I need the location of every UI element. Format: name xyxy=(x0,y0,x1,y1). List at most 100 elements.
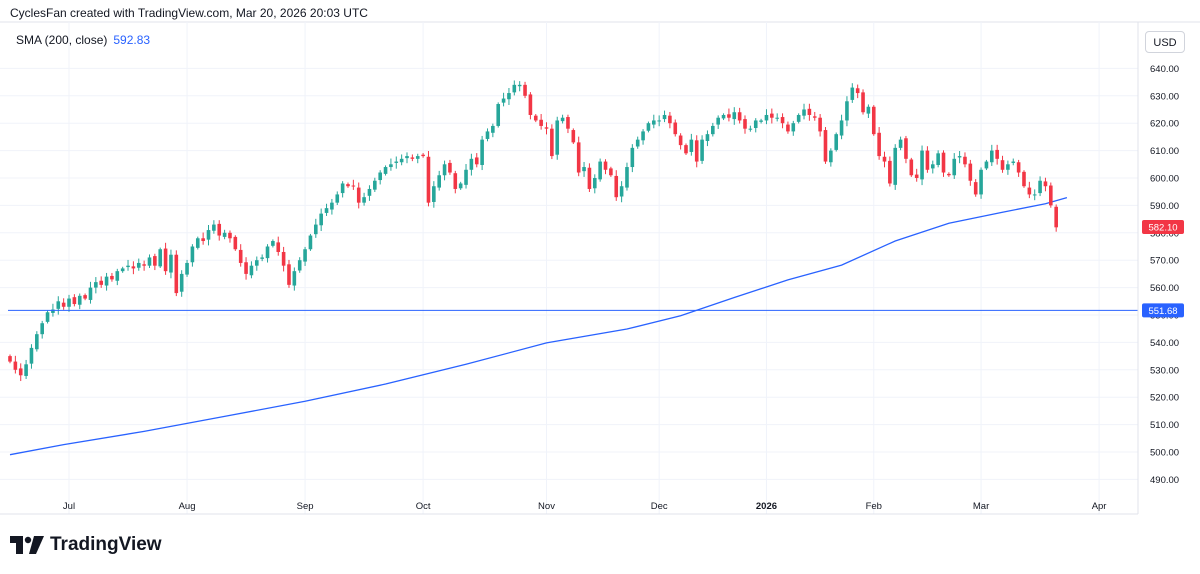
candle-body xyxy=(346,184,350,186)
candle xyxy=(684,143,688,155)
candle-body xyxy=(14,362,18,370)
candle-body xyxy=(888,161,892,184)
candle-body xyxy=(443,164,447,175)
candle xyxy=(636,137,640,149)
candle-body xyxy=(73,297,77,304)
candle-body xyxy=(663,115,667,119)
candle xyxy=(834,133,838,152)
candle xyxy=(652,115,656,129)
price-tick-label: 640.00 xyxy=(1150,64,1179,75)
candle xyxy=(362,193,366,206)
candle xyxy=(448,160,452,175)
candle xyxy=(298,257,302,273)
candle-body xyxy=(867,107,871,114)
candle-body xyxy=(775,118,779,119)
candle-body xyxy=(727,114,731,117)
candle xyxy=(486,128,490,141)
candle xyxy=(282,247,286,272)
candle xyxy=(631,144,635,172)
candle xyxy=(330,199,334,215)
candle xyxy=(228,230,232,242)
candle xyxy=(942,150,946,177)
candle-body xyxy=(491,126,495,133)
chart-grid xyxy=(0,22,1200,514)
candle-body xyxy=(384,167,388,174)
candle-body xyxy=(722,115,726,118)
candle-body xyxy=(175,255,179,293)
candle-body xyxy=(620,186,624,196)
candle-body xyxy=(641,131,645,140)
candle xyxy=(657,115,661,126)
candle xyxy=(754,118,758,132)
candle-body xyxy=(969,164,973,181)
candle xyxy=(936,150,940,167)
candle xyxy=(470,154,474,176)
tradingview-footer[interactable]: TradingView xyxy=(10,534,162,556)
candle xyxy=(373,178,377,192)
candle xyxy=(491,124,495,138)
candle-body xyxy=(625,167,629,188)
candle xyxy=(437,171,441,191)
candle xyxy=(1049,183,1053,208)
candle-body xyxy=(700,140,704,161)
candle xyxy=(1022,170,1026,188)
candle xyxy=(818,114,822,136)
candle-body xyxy=(1044,181,1048,186)
candle-body xyxy=(861,92,865,112)
candle xyxy=(604,159,608,174)
candle-body xyxy=(840,120,844,135)
candle xyxy=(700,135,704,164)
candle xyxy=(287,260,291,288)
candle xyxy=(969,160,973,186)
candle-body xyxy=(529,94,533,115)
candle xyxy=(974,179,978,197)
candle-body xyxy=(690,140,694,152)
candle-body xyxy=(652,120,656,124)
candle-body xyxy=(250,266,254,276)
candle-body xyxy=(99,281,103,285)
candle-body xyxy=(105,277,109,286)
candle xyxy=(513,80,517,95)
price-tick-label: 570.00 xyxy=(1150,256,1179,267)
candle xyxy=(582,162,586,177)
candle-body xyxy=(706,134,710,141)
time-tick-label: Dec xyxy=(651,501,668,512)
candle xyxy=(609,167,613,177)
candle-body xyxy=(142,264,146,265)
time-tick-label: Sep xyxy=(297,501,314,512)
candle-body xyxy=(824,130,828,162)
candle-body xyxy=(453,173,457,189)
candle-body xyxy=(931,164,935,168)
candle-body xyxy=(378,173,382,181)
candle xyxy=(185,260,189,277)
candle-body xyxy=(185,263,189,275)
candle-body xyxy=(808,109,812,115)
candle xyxy=(250,261,254,278)
candle-body xyxy=(749,129,753,130)
candle-body xyxy=(668,116,672,124)
candle xyxy=(673,120,677,137)
candle xyxy=(963,152,967,167)
candle xyxy=(234,235,238,251)
candle-body xyxy=(577,142,581,172)
candle-body xyxy=(362,197,366,202)
candle xyxy=(132,261,136,274)
candle xyxy=(716,115,720,129)
tradingview-logo-icon xyxy=(10,536,44,554)
price-tick-label: 620.00 xyxy=(1150,119,1179,130)
candle-body xyxy=(153,256,157,266)
candle-body xyxy=(899,140,903,148)
candle-body xyxy=(679,136,683,146)
candle-body xyxy=(421,155,425,156)
candle xyxy=(309,234,313,251)
candle-body xyxy=(325,208,329,213)
candle xyxy=(416,154,420,163)
candle-body xyxy=(298,260,302,270)
price-chart[interactable]: 490.00500.00510.00520.00530.00540.00550.… xyxy=(0,0,1200,574)
candle xyxy=(861,89,865,114)
candle xyxy=(62,298,66,310)
candle xyxy=(378,170,382,184)
candle-body xyxy=(212,225,216,231)
candle-body xyxy=(614,176,618,197)
candle xyxy=(641,129,645,145)
